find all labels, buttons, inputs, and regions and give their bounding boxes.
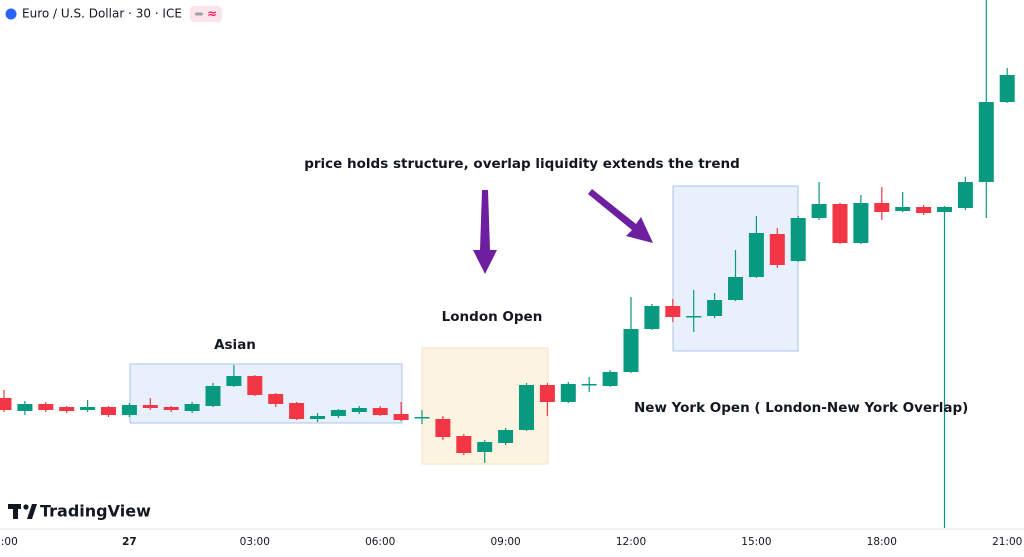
candle-body	[539, 385, 555, 402]
x-tick-label: 12:00	[616, 536, 646, 548]
candle-body	[477, 442, 493, 452]
candle-body	[351, 408, 367, 412]
badge-text: ≈	[207, 7, 217, 21]
annotation-new-york: New York Open ( London-New York Overlap)	[634, 400, 968, 416]
candle-body	[937, 207, 952, 212]
annotation-asian: Asian	[214, 337, 256, 353]
candle-body	[247, 376, 263, 395]
logo-part	[13, 504, 18, 519]
annotation-note: price holds structure, overlap liquidity…	[304, 156, 740, 172]
candle-body	[121, 405, 137, 415]
candle-body	[268, 394, 284, 404]
candle-body	[748, 233, 764, 277]
candle-body	[38, 404, 54, 410]
candle-body	[393, 414, 409, 420]
candle-body	[916, 207, 932, 213]
candle-body	[498, 430, 514, 443]
logo-part	[27, 504, 37, 519]
symbol-icon	[5, 8, 17, 20]
candle-body	[707, 300, 723, 316]
candle-body	[560, 384, 576, 402]
candle-body	[874, 203, 890, 212]
candle-body	[205, 386, 221, 406]
candle-body	[957, 182, 973, 208]
status-badge	[190, 6, 222, 22]
x-tick-label: 18:00	[867, 536, 897, 548]
candle-body	[184, 404, 200, 411]
candle-body	[59, 407, 75, 411]
candle-body	[644, 306, 660, 329]
candle-body	[623, 329, 639, 372]
candle-body	[414, 417, 430, 419]
x-tick-label: 03:00	[240, 536, 270, 548]
candle-body	[581, 384, 597, 386]
x-tick-label: 09:00	[490, 536, 520, 548]
candle-body	[372, 408, 388, 415]
candle-body	[330, 410, 346, 416]
badge-dash	[195, 12, 203, 16]
candle-body	[163, 407, 179, 410]
candle-body	[289, 403, 305, 419]
x-tick-label: 1:00	[0, 536, 18, 548]
candle-body	[226, 376, 242, 386]
candle-body	[895, 207, 911, 211]
candle-body	[853, 203, 869, 243]
candle-body	[519, 385, 534, 430]
candle-body	[665, 306, 681, 317]
candle-body	[101, 407, 116, 415]
candle-body	[435, 419, 451, 437]
candles	[0, 0, 1015, 528]
candle-body	[80, 407, 96, 410]
candle-body	[978, 102, 994, 182]
arrows	[473, 189, 653, 274]
x-axis: 1:00 27 03:00 06:00 09:00 12:00 15:00 18:00 21:0…	[0, 536, 1022, 548]
x-tick-label: 15:00	[741, 536, 771, 548]
candle-body	[17, 404, 33, 411]
annotation-london: London Open	[442, 309, 543, 325]
candle-body	[0, 398, 12, 410]
x-tick-label: 27	[122, 536, 137, 548]
x-tick-label: 06:00	[365, 536, 395, 548]
candle-body	[310, 416, 325, 419]
candle-body	[790, 218, 806, 261]
candle-body	[832, 204, 848, 243]
candle-body	[456, 436, 472, 453]
candle-body	[769, 234, 785, 265]
asian-session-box	[129, 363, 403, 424]
logo-part	[23, 504, 29, 510]
candle-body	[811, 204, 827, 218]
arrow-down	[473, 190, 497, 274]
candle-body	[999, 75, 1015, 102]
candle-body	[728, 277, 743, 300]
x-tick-label: 21:00	[992, 536, 1022, 548]
arrow-diagonal	[588, 189, 653, 243]
brand-logo	[8, 504, 37, 519]
brand-name: TradingView	[40, 502, 151, 521]
candle-body	[602, 372, 618, 386]
candle-body	[686, 316, 702, 318]
chart-title: Euro / U.S. Dollar · 30 · ICE	[22, 7, 182, 21]
candle-body	[142, 405, 158, 408]
